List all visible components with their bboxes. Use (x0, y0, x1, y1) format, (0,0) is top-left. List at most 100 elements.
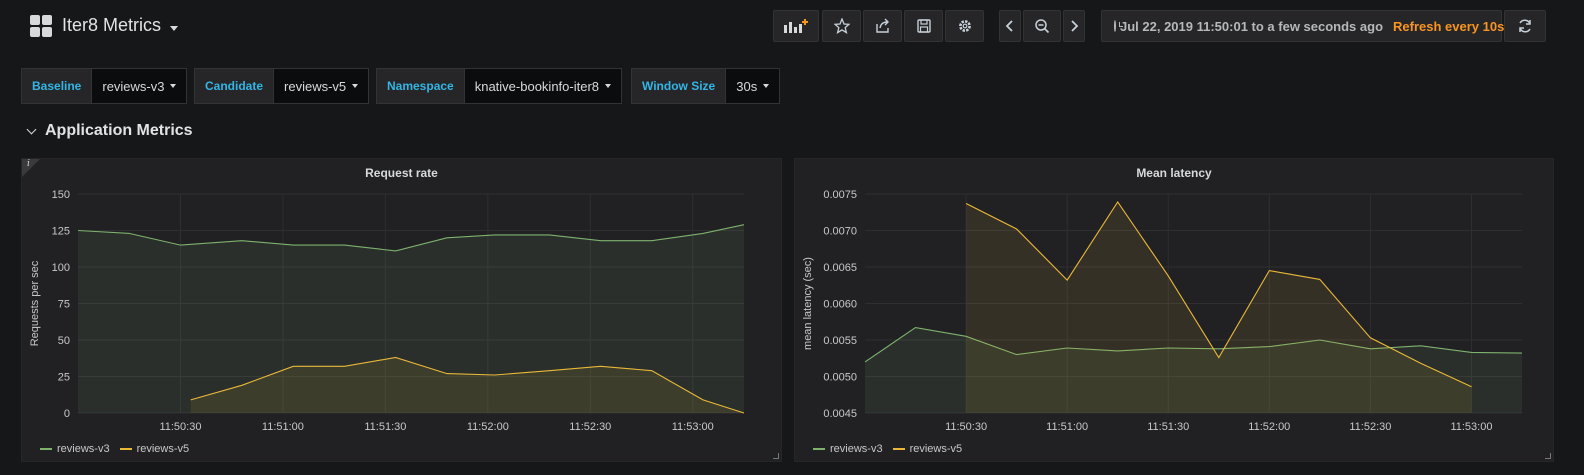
request-rate-chart[interactable]: 0 25 50 75 100 125 150 11:50:30 11:51:00 11:51:30… (22, 159, 783, 463)
y-tick-label: 0.0055 (823, 335, 857, 347)
variable-label: Baseline (21, 68, 93, 104)
chart-legend: reviews-v3 reviews-v5 (40, 443, 199, 455)
x-tick-label: 11:53:00 (672, 421, 714, 433)
chevron-down-icon (26, 124, 37, 135)
panel-info-corner[interactable] (22, 159, 40, 177)
variable-label: Namespace (376, 68, 465, 104)
caret-down-icon (605, 84, 612, 88)
legend-swatch (119, 448, 132, 450)
dashboard-caret-icon[interactable] (170, 26, 178, 31)
panel-title[interactable]: Mean latency (1136, 166, 1212, 180)
time-range-picker[interactable]: Jul 22, 2019 11:50:01 to a few seconds a… (1101, 10, 1505, 42)
caret-down-icon (763, 84, 770, 88)
variable-baseline: Baseline reviews-v3 (21, 68, 188, 104)
x-tick-label: 11:50:30 (945, 421, 987, 433)
top-bar: Iter8 Metrics Jul 22, 2019 11:50:01 to a… (0, 0, 1584, 54)
variable-value: knative-bookinfo-iter8 (474, 78, 600, 94)
x-tick-label: 11:50:30 (159, 421, 201, 433)
variable-label: Window Size (631, 68, 727, 104)
baseline-select[interactable]: reviews-v3 (92, 68, 188, 104)
variable-value: 30s (736, 78, 758, 94)
series-area-reviews-v5 (190, 357, 744, 413)
time-forward-button[interactable] (1063, 10, 1085, 42)
series-area-reviews-v3 (78, 224, 744, 413)
x-tick-label: 11:51:30 (364, 421, 406, 433)
variable-value: reviews-v3 (102, 78, 165, 94)
y-tick-label: 50 (58, 335, 70, 347)
panel-mean-latency: 0.0045 0.0050 0.0055 0.0060 0.0065 0.0070 0.00… (794, 158, 1554, 462)
caret-down-icon (170, 84, 177, 88)
panel-title[interactable]: Request rate (365, 166, 438, 180)
window-size-select[interactable]: 30s (726, 68, 781, 104)
y-tick-label: 0.0065 (823, 262, 857, 274)
share-icon (875, 18, 889, 33)
refresh-interval-label: Refresh every 10s (1393, 18, 1505, 34)
legend-item[interactable]: reviews-v5 (119, 443, 190, 455)
legend-item[interactable]: reviews-v5 (892, 443, 963, 455)
settings-button[interactable] (945, 10, 984, 42)
add-panel-button[interactable] (773, 10, 819, 42)
x-tick-label: 11:52:30 (1349, 421, 1391, 433)
y-axis-title: mean latency (sec) (802, 257, 814, 350)
candidate-select[interactable]: reviews-v5 (274, 68, 370, 104)
star-button[interactable] (822, 10, 861, 42)
y-tick-label: 100 (52, 262, 70, 274)
legend-swatch (813, 448, 825, 450)
x-tick-label: 11:51:00 (262, 421, 304, 433)
y-tick-label: 25 (58, 372, 70, 384)
row-header[interactable]: Application Metrics (26, 122, 193, 140)
chevron-right-icon (1071, 20, 1079, 32)
y-tick-label: 0 (64, 408, 70, 420)
add-panel-icon (784, 19, 808, 33)
series-line-reviews-v3 (77, 224, 745, 252)
refresh-button[interactable] (1504, 10, 1546, 42)
y-tick-label: 125 (52, 226, 70, 238)
panel-request-rate: 0 25 50 75 100 125 150 11:50:30 11:51:00 11:51:30… (21, 158, 782, 462)
y-tick-label: 0.0050 (823, 372, 857, 384)
dashboards-grid-icon[interactable] (30, 15, 52, 37)
legend-swatch (892, 448, 905, 450)
save-icon (916, 19, 931, 33)
x-tick-label: 11:52:30 (569, 421, 611, 433)
namespace-select[interactable]: knative-bookinfo-iter8 (464, 68, 623, 104)
zoom-out-button[interactable] (1023, 10, 1061, 42)
time-range-label: Jul 22, 2019 11:50:01 to a few seconds a… (1120, 18, 1384, 34)
legend-item[interactable]: reviews-v3 (40, 443, 110, 455)
dashboard-title[interactable]: Iter8 Metrics (62, 15, 162, 35)
x-tick-label: 11:51:30 (1147, 421, 1189, 433)
variable-window-size: Window Size 30s (631, 68, 781, 104)
resize-handle[interactable] (773, 453, 779, 459)
series-line-reviews-v5 (190, 356, 745, 414)
clock-icon (1114, 20, 1123, 32)
variable-label: Candidate (194, 68, 275, 104)
save-button[interactable] (904, 10, 943, 42)
row-title: Application Metrics (45, 122, 193, 139)
y-tick-label: 0.0070 (823, 226, 857, 238)
legend-item[interactable]: reviews-v3 (813, 443, 883, 455)
series-area-reviews-v3 (865, 327, 1522, 413)
variable-candidate: Candidate reviews-v5 (194, 68, 370, 104)
y-tick-label: 0.0060 (823, 299, 857, 311)
legend-label: reviews-v5 (909, 443, 963, 455)
x-tick-label: 11:52:00 (467, 421, 509, 433)
variable-value: reviews-v5 (284, 78, 347, 94)
series-line-reviews-v5 (965, 201, 1472, 388)
legend-label: reviews-v5 (136, 443, 190, 455)
legend-label: reviews-v3 (830, 443, 883, 455)
chart-legend: reviews-v3 reviews-v5 (813, 443, 972, 455)
info-icon[interactable]: i (27, 159, 30, 169)
x-tick-label: 11:52:00 (1248, 421, 1290, 433)
mean-latency-chart[interactable]: 0.0045 0.0050 0.0055 0.0060 0.0065 0.0070 0.00… (795, 159, 1555, 463)
y-tick-label: 0.0075 (823, 189, 857, 201)
settings-icon (958, 20, 971, 32)
time-back-button[interactable] (999, 10, 1021, 42)
y-tick-label: 0.0045 (823, 408, 857, 420)
y-axis-title: Requests per sec (29, 260, 41, 346)
resize-handle[interactable] (1545, 453, 1551, 459)
legend-label: reviews-v3 (57, 443, 110, 455)
zoom-out-icon (1035, 19, 1050, 34)
refresh-icon (1519, 19, 1531, 33)
share-button[interactable] (863, 10, 902, 42)
chevron-left-icon (1005, 20, 1013, 32)
x-tick-label: 11:51:00 (1046, 421, 1088, 433)
